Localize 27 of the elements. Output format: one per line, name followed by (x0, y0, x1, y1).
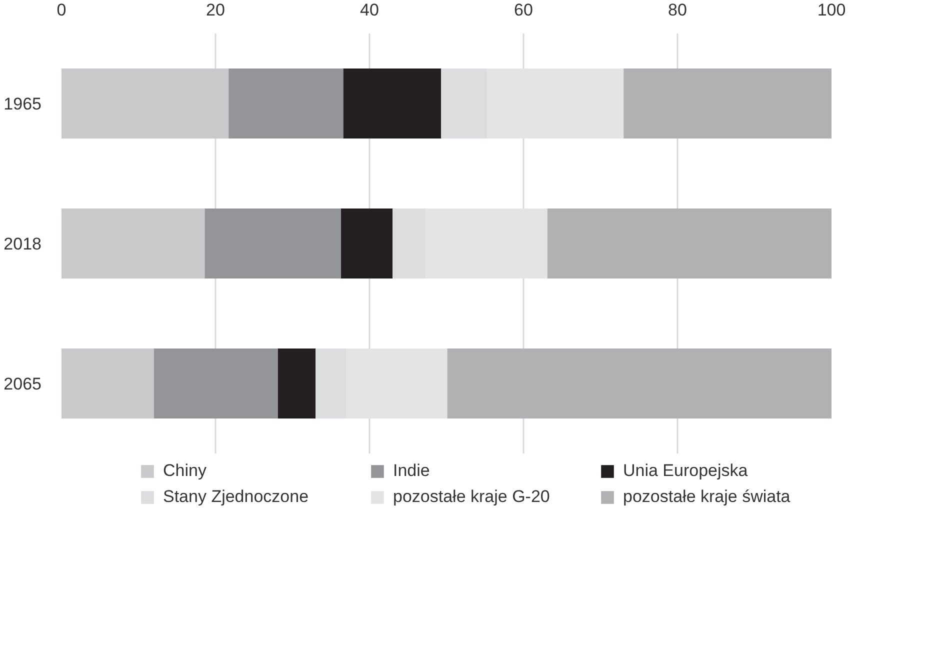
y-tick-label: 2065 (4, 374, 42, 394)
bar (62, 348, 154, 418)
bar (228, 68, 344, 138)
y-tick-label: 1965 (4, 94, 42, 114)
legend-label: Indie (393, 461, 431, 481)
x-tick-label: 40 (360, 0, 379, 20)
legend-label: Stany Zjednoczone (163, 487, 310, 507)
x-tick-label: 0 (56, 0, 66, 20)
bar (343, 68, 442, 138)
legend-label: pozostałe kraje G-20 (393, 487, 551, 507)
legend-label: Unia Europejska (623, 461, 749, 481)
bar (154, 348, 278, 418)
legend-label: pozostałe kraje świata (623, 487, 792, 507)
x-tick-label: 100 (817, 0, 846, 20)
bar (341, 208, 393, 278)
x-tick-label: 20 (206, 0, 225, 20)
bar (547, 208, 832, 278)
x-tick-label: 80 (668, 0, 687, 20)
bar (204, 208, 342, 278)
legend-label: Chiny (163, 461, 208, 481)
y-tick-label: 2018 (4, 234, 42, 254)
bar (62, 208, 205, 278)
bar (624, 68, 832, 138)
bar (278, 348, 316, 418)
bar (62, 68, 229, 138)
bar (447, 348, 832, 418)
x-tick-label: 60 (514, 0, 533, 20)
